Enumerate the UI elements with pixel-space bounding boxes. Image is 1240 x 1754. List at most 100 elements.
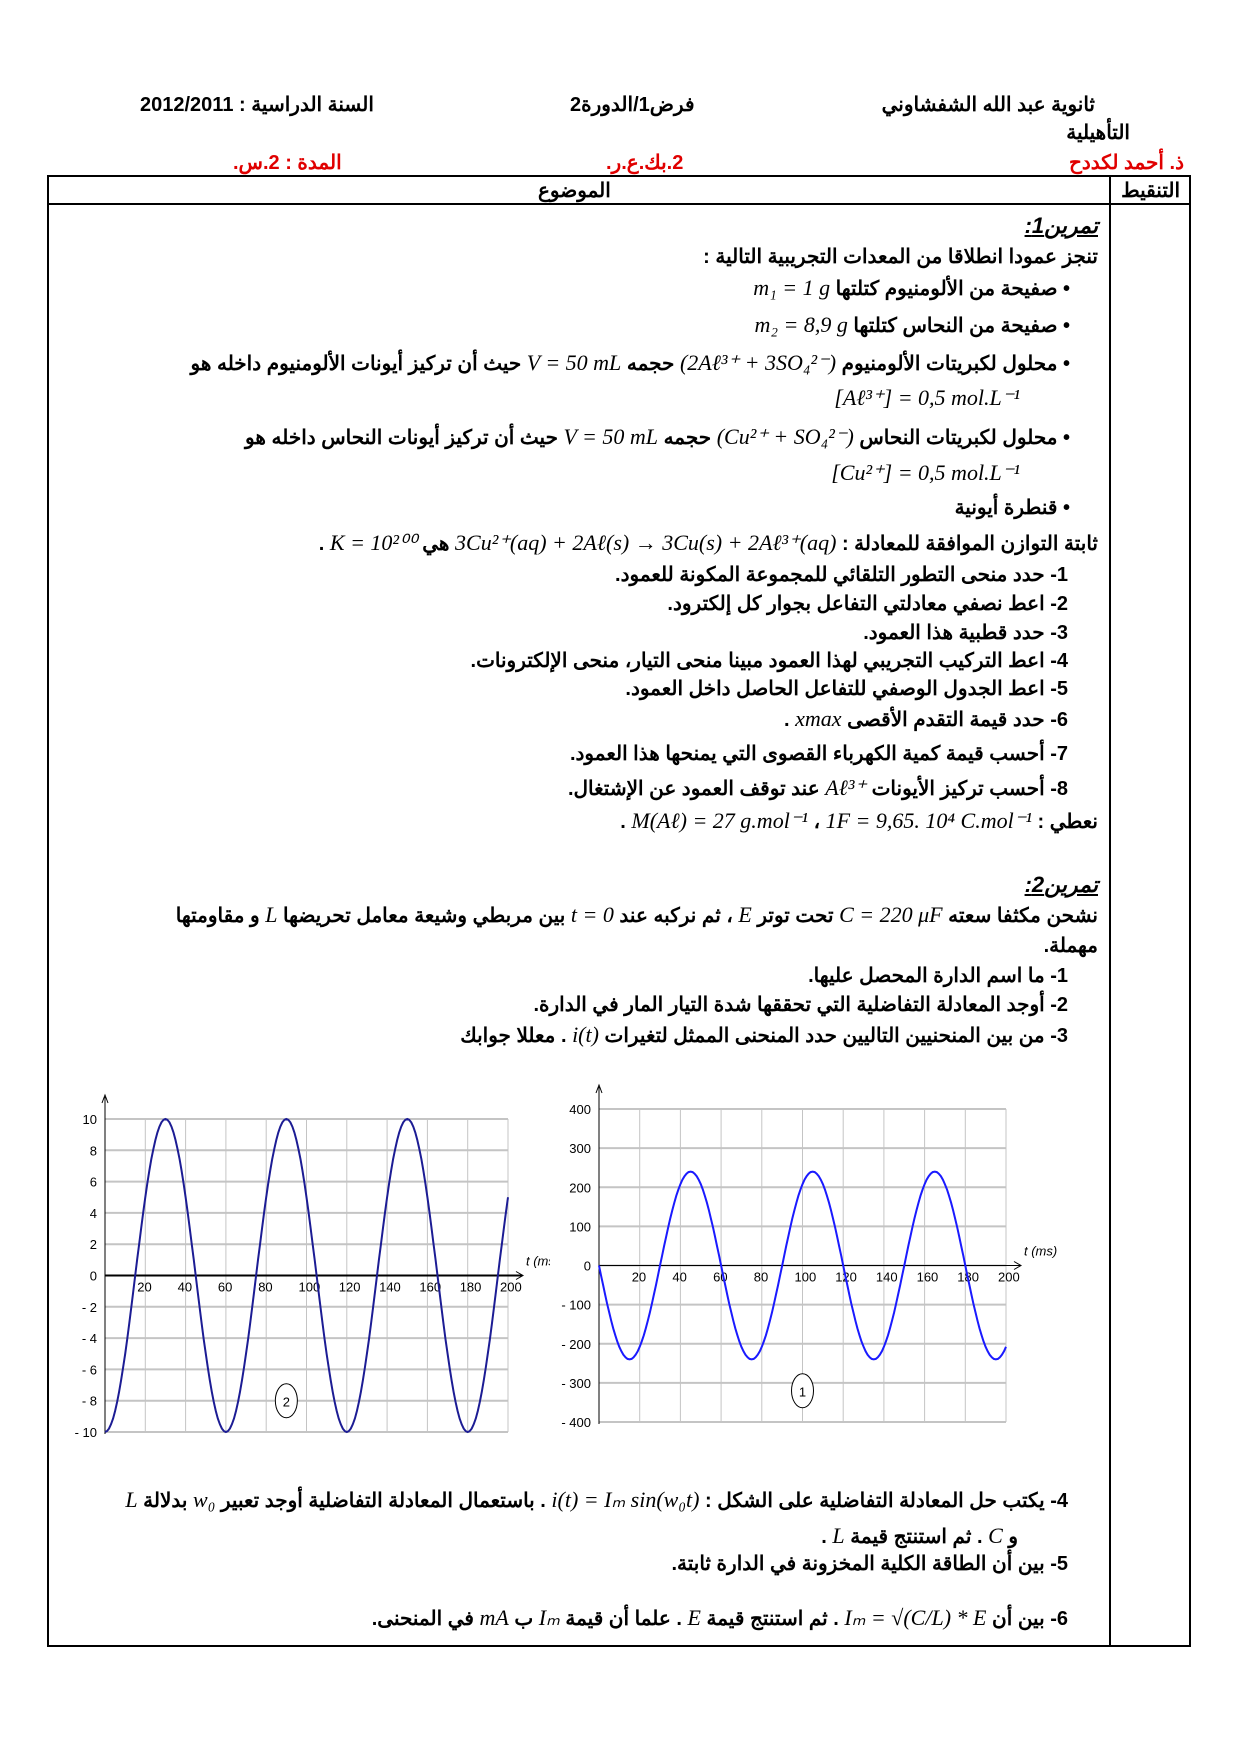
text-line: • صفيحة من الألومنيوم كتلتها m₁ = 1 g xyxy=(753,275,1070,301)
text-line: [Cu²⁺] = 0,5 mol.L⁻¹ xyxy=(831,460,1020,486)
text-line: مهملة. xyxy=(1044,933,1098,958)
y-tick-label: - 100 xyxy=(561,1298,591,1313)
x-tick-label: 160 xyxy=(917,1270,939,1285)
grade-column-header: التنقيط xyxy=(1121,180,1180,202)
text-line: • محلول لكبريتات النحاس (Cu²⁺ + SO₄²⁻) ح… xyxy=(245,424,1070,450)
text-segment: 6- حدد قيمة التقدم الأقصى xyxy=(841,709,1068,731)
text-line: تنجز عمودا انطلاقا من المعدات التجريبية … xyxy=(703,244,1098,269)
exercise-title: تمرين2: xyxy=(1024,872,1098,897)
x-axis-arrow xyxy=(1013,1261,1023,1270)
x-tick-label: 140 xyxy=(876,1270,898,1285)
text-line: 3- حدد قطبية هذا العمود. xyxy=(863,620,1068,645)
x-tick-label: 60 xyxy=(218,1280,232,1295)
text-segment: حجمه xyxy=(658,427,717,449)
y-tick-label: 8 xyxy=(90,1143,97,1158)
chart-curve-1: 20 40 60 80 100 120 140 160 180 2004003002001000-… xyxy=(561,1083,1057,1430)
text-segment: 3- من بين المنحنيين التاليين حدد المنحنى… xyxy=(598,1025,1069,1047)
text-segment: حجمه xyxy=(621,353,680,375)
text-segment: 4- اعط التركيب التجريبي لهذا العمود مبين… xyxy=(470,650,1068,672)
x-tick-label: 120 xyxy=(339,1280,361,1295)
exam-title: فرض1/الدورة2 xyxy=(570,94,695,116)
y-tick-label: 300 xyxy=(569,1141,591,1156)
exercise-title: تمرين1: xyxy=(1024,213,1098,238)
curve-number-circle xyxy=(791,1373,814,1409)
text-segment: . xyxy=(784,709,796,731)
math-expression: V = 50 mL xyxy=(526,350,622,375)
y-tick-label: - 300 xyxy=(561,1376,591,1391)
y-tick-label: 0 xyxy=(90,1269,97,1284)
text-segment: نشحن مكثفا سعته xyxy=(942,905,1098,927)
y-tick-label: - 4 xyxy=(82,1331,97,1346)
y-tick-label: - 6 xyxy=(82,1362,97,1377)
x-tick-label: 180 xyxy=(460,1280,482,1295)
text-segment: ثابتة التوازن الموافقة للمعادلة : xyxy=(836,533,1098,555)
x-tick-label: 40 xyxy=(178,1280,192,1295)
y-tick-label: - 200 xyxy=(561,1337,591,1352)
x-tick-label: 80 xyxy=(258,1280,272,1295)
text-segment: هي xyxy=(416,533,456,555)
text-line: 1- حدد منحى التطور التلقائي للمجموعة الم… xyxy=(615,562,1068,587)
column-divider xyxy=(1109,175,1111,1647)
text-segment: تحت توتر xyxy=(751,905,840,927)
math-expression: M(Aℓ) = 27 g.mol⁻¹ xyxy=(631,808,809,833)
x-tick-label: 80 xyxy=(754,1270,768,1285)
curve-series xyxy=(598,1170,1007,1361)
text-segment: 7- أحسب قيمة كمية الكهرباء القصوى التي ي… xyxy=(569,743,1068,765)
math-expression: mA xyxy=(479,1605,509,1630)
text-line: 2- أوجد المعادلة التفاضلية التي تحققها ش… xyxy=(533,992,1068,1017)
x-tick-label: 20 xyxy=(137,1280,151,1295)
curve-number-label: 1 xyxy=(799,1385,806,1400)
text-line: 5- اعط الجدول الوصفي للتفاعل الحاصل داخل… xyxy=(625,676,1068,701)
text-line: 5- بين أن الطاقة الكلية المخزونة في الدا… xyxy=(671,1551,1068,1576)
y-tick-label: 2 xyxy=(90,1237,97,1252)
text-segment: 5- بين أن الطاقة الكلية المخزونة في الدا… xyxy=(671,1553,1068,1575)
math-expression: Aℓ³⁺ xyxy=(825,775,867,800)
math-expression: (2Aℓ³⁺ + 3SO₄²⁻) xyxy=(679,350,837,375)
y-tick-label: 400 xyxy=(569,1102,591,1117)
curve-number-label: 2 xyxy=(283,1395,290,1410)
math-expression: L xyxy=(265,902,278,927)
text-line: 7- أحسب قيمة كمية الكهرباء القصوى التي ي… xyxy=(570,741,1068,766)
text-segment: حيث أن تركيز أيونات النحاس داخله هو xyxy=(245,427,564,449)
text-segment: . xyxy=(821,1526,833,1548)
school-name: ثانوية عبد الله الشفشاوني xyxy=(881,94,1095,116)
y-tick-label: 4 xyxy=(90,1206,97,1221)
math-expression: 1F = 9,65. 10⁴ C.mol⁻¹ xyxy=(825,808,1032,833)
text-segment: و xyxy=(1002,1526,1018,1548)
text-line: • محلول لكبريتات الألومنيوم (2Aℓ³⁺ + 3SO… xyxy=(191,350,1070,376)
math-expression: i(t) = Iₘ sin(w₀t) xyxy=(551,1487,700,1512)
text-line: • صفيحة من النحاس كتلتها m₂ = 8,9 g xyxy=(754,312,1070,338)
x-tick-label: 40 xyxy=(672,1270,686,1285)
duration: المدة : 2.س. xyxy=(233,152,342,174)
y-tick-label: - 2 xyxy=(82,1300,97,1315)
curve-series xyxy=(104,1117,509,1434)
text-segment: و مقاومتها xyxy=(175,905,266,927)
text-line: تمرين2: xyxy=(1025,872,1098,898)
y-tick-label: 6 xyxy=(90,1175,97,1190)
text-segment: 8- أحسب تركيز الأيونات xyxy=(866,778,1068,800)
text-segment: في المنحنى. xyxy=(371,1608,480,1630)
text-segment: تنجز عمودا انطلاقا من المعدات التجريبية … xyxy=(703,246,1098,268)
text-line: نشحن مكثفا سعته C = 220 μF تحت توتر E ، … xyxy=(176,902,1098,928)
x-tick-label: 200 xyxy=(500,1280,522,1295)
class-level: 2.بك.ع.ر. xyxy=(606,152,684,174)
text-segment: • محلول لكبريتات الألومنيوم xyxy=(836,353,1070,375)
school-name-line2: التأهيلية xyxy=(1066,122,1130,144)
math-expression: L xyxy=(125,1487,138,1512)
math-expression: V = 50 mL xyxy=(563,424,659,449)
text-segment: 2- اعط نصفي معادلتي التفاعل بجوار كل إلك… xyxy=(667,593,1068,615)
header-divider xyxy=(47,203,1191,205)
math-expression: Iₘ = √(C/L) * E xyxy=(844,1605,987,1630)
math-expression: i(t) xyxy=(572,1022,599,1047)
math-expression: C xyxy=(988,1523,1003,1548)
math-expression: [Aℓ³⁺] = 0,5 mol.L⁻¹ xyxy=(834,385,1020,410)
text-line: 4- يكتب حل المعادلة التفاضلية على الشكل … xyxy=(125,1487,1068,1513)
x-axis-label: t (ms) xyxy=(1024,1244,1057,1259)
x-tick-label: 100 xyxy=(795,1270,817,1285)
math-expression: K = 10²⁰⁰ xyxy=(329,530,417,555)
text-segment: . ثم استنتج قيمة xyxy=(844,1526,989,1548)
text-line: 4- اعط التركيب التجريبي لهذا العمود مبين… xyxy=(471,648,1068,673)
x-tick-label: 200 xyxy=(998,1270,1020,1285)
math-expression: w₀ xyxy=(193,1487,216,1512)
